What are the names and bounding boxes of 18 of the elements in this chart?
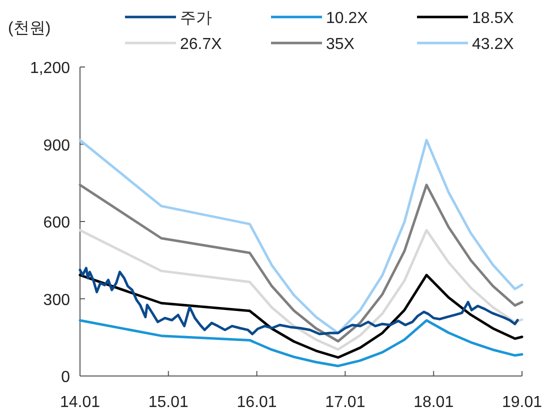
x-tick-label: 17.01: [325, 394, 366, 411]
x-tick-label: 18.01: [414, 394, 454, 411]
y-tick-label: 900: [43, 137, 70, 154]
y-axis-title: (천원): [8, 20, 51, 37]
y-tick-label: 1,200: [30, 60, 70, 77]
x-tick-label: 14.01: [60, 394, 100, 411]
legend-label: 35X: [326, 36, 355, 53]
legend-label: 43.2X: [472, 36, 514, 53]
legend-label: 주가: [180, 10, 212, 27]
legend-label: 10.2X: [326, 10, 368, 27]
x-tick-label: 19.01: [502, 394, 542, 411]
y-tick-label: 300: [43, 292, 70, 309]
x-tick-label: 16.01: [236, 394, 277, 411]
y-tick-label: 0: [61, 369, 70, 386]
x-tick-label: 15.01: [148, 394, 189, 411]
y-tick-label: 600: [43, 214, 70, 232]
legend-label: 26.7X: [180, 36, 222, 53]
legend-label: 18.5X: [472, 10, 514, 27]
